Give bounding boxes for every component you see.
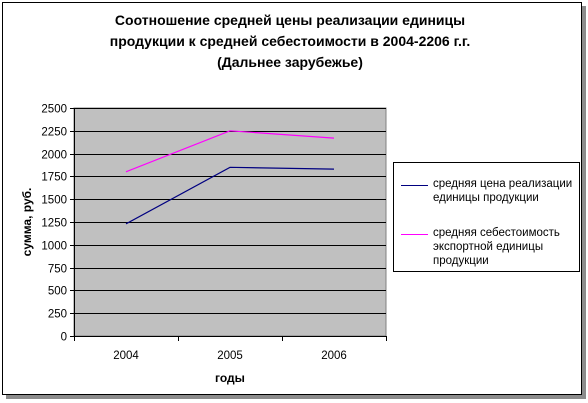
y-tick-label: 0 [61,332,67,344]
y-tick-label: 500 [48,286,67,298]
y-tick-label: 1250 [41,218,67,230]
chart-title-line: продукции к средней себестоимости в 2004… [109,33,471,49]
y-tick-label: 2500 [41,104,67,116]
x-tick-label: 2005 [217,350,243,362]
chart-title-line: (Дальнее зарубежье) [217,54,363,70]
y-axis-title: сумма, руб. [20,188,34,257]
legend-swatch-cost [401,234,428,235]
legend-label-cost: средняя себестоимость экспортной единицы… [433,227,560,267]
chart-title-line: Соотношение средней цены реализации един… [114,12,466,28]
x-axis-title: годы [215,371,245,385]
y-tick-label: 750 [48,264,67,276]
series-line-cost [125,130,335,173]
y-tick-label: 250 [48,309,67,321]
x-tick-label: 2006 [321,350,347,362]
y-tick-label: 1500 [41,195,67,207]
legend-swatch-price [401,185,428,186]
legend-label-price: средняя цена реализации единицы продукци… [433,178,573,204]
y-tick-label: 1750 [41,172,67,184]
y-tick-label: 1000 [41,241,67,253]
y-tick-label: 2250 [41,127,67,139]
x-tick-label: 2004 [113,350,139,362]
chart-legend: средняя цена реализации единицы продукци… [393,162,580,272]
series-line-price [125,166,335,225]
y-tick-label: 2000 [41,150,67,162]
chart-title: Соотношение средней цены реализации един… [40,10,540,73]
